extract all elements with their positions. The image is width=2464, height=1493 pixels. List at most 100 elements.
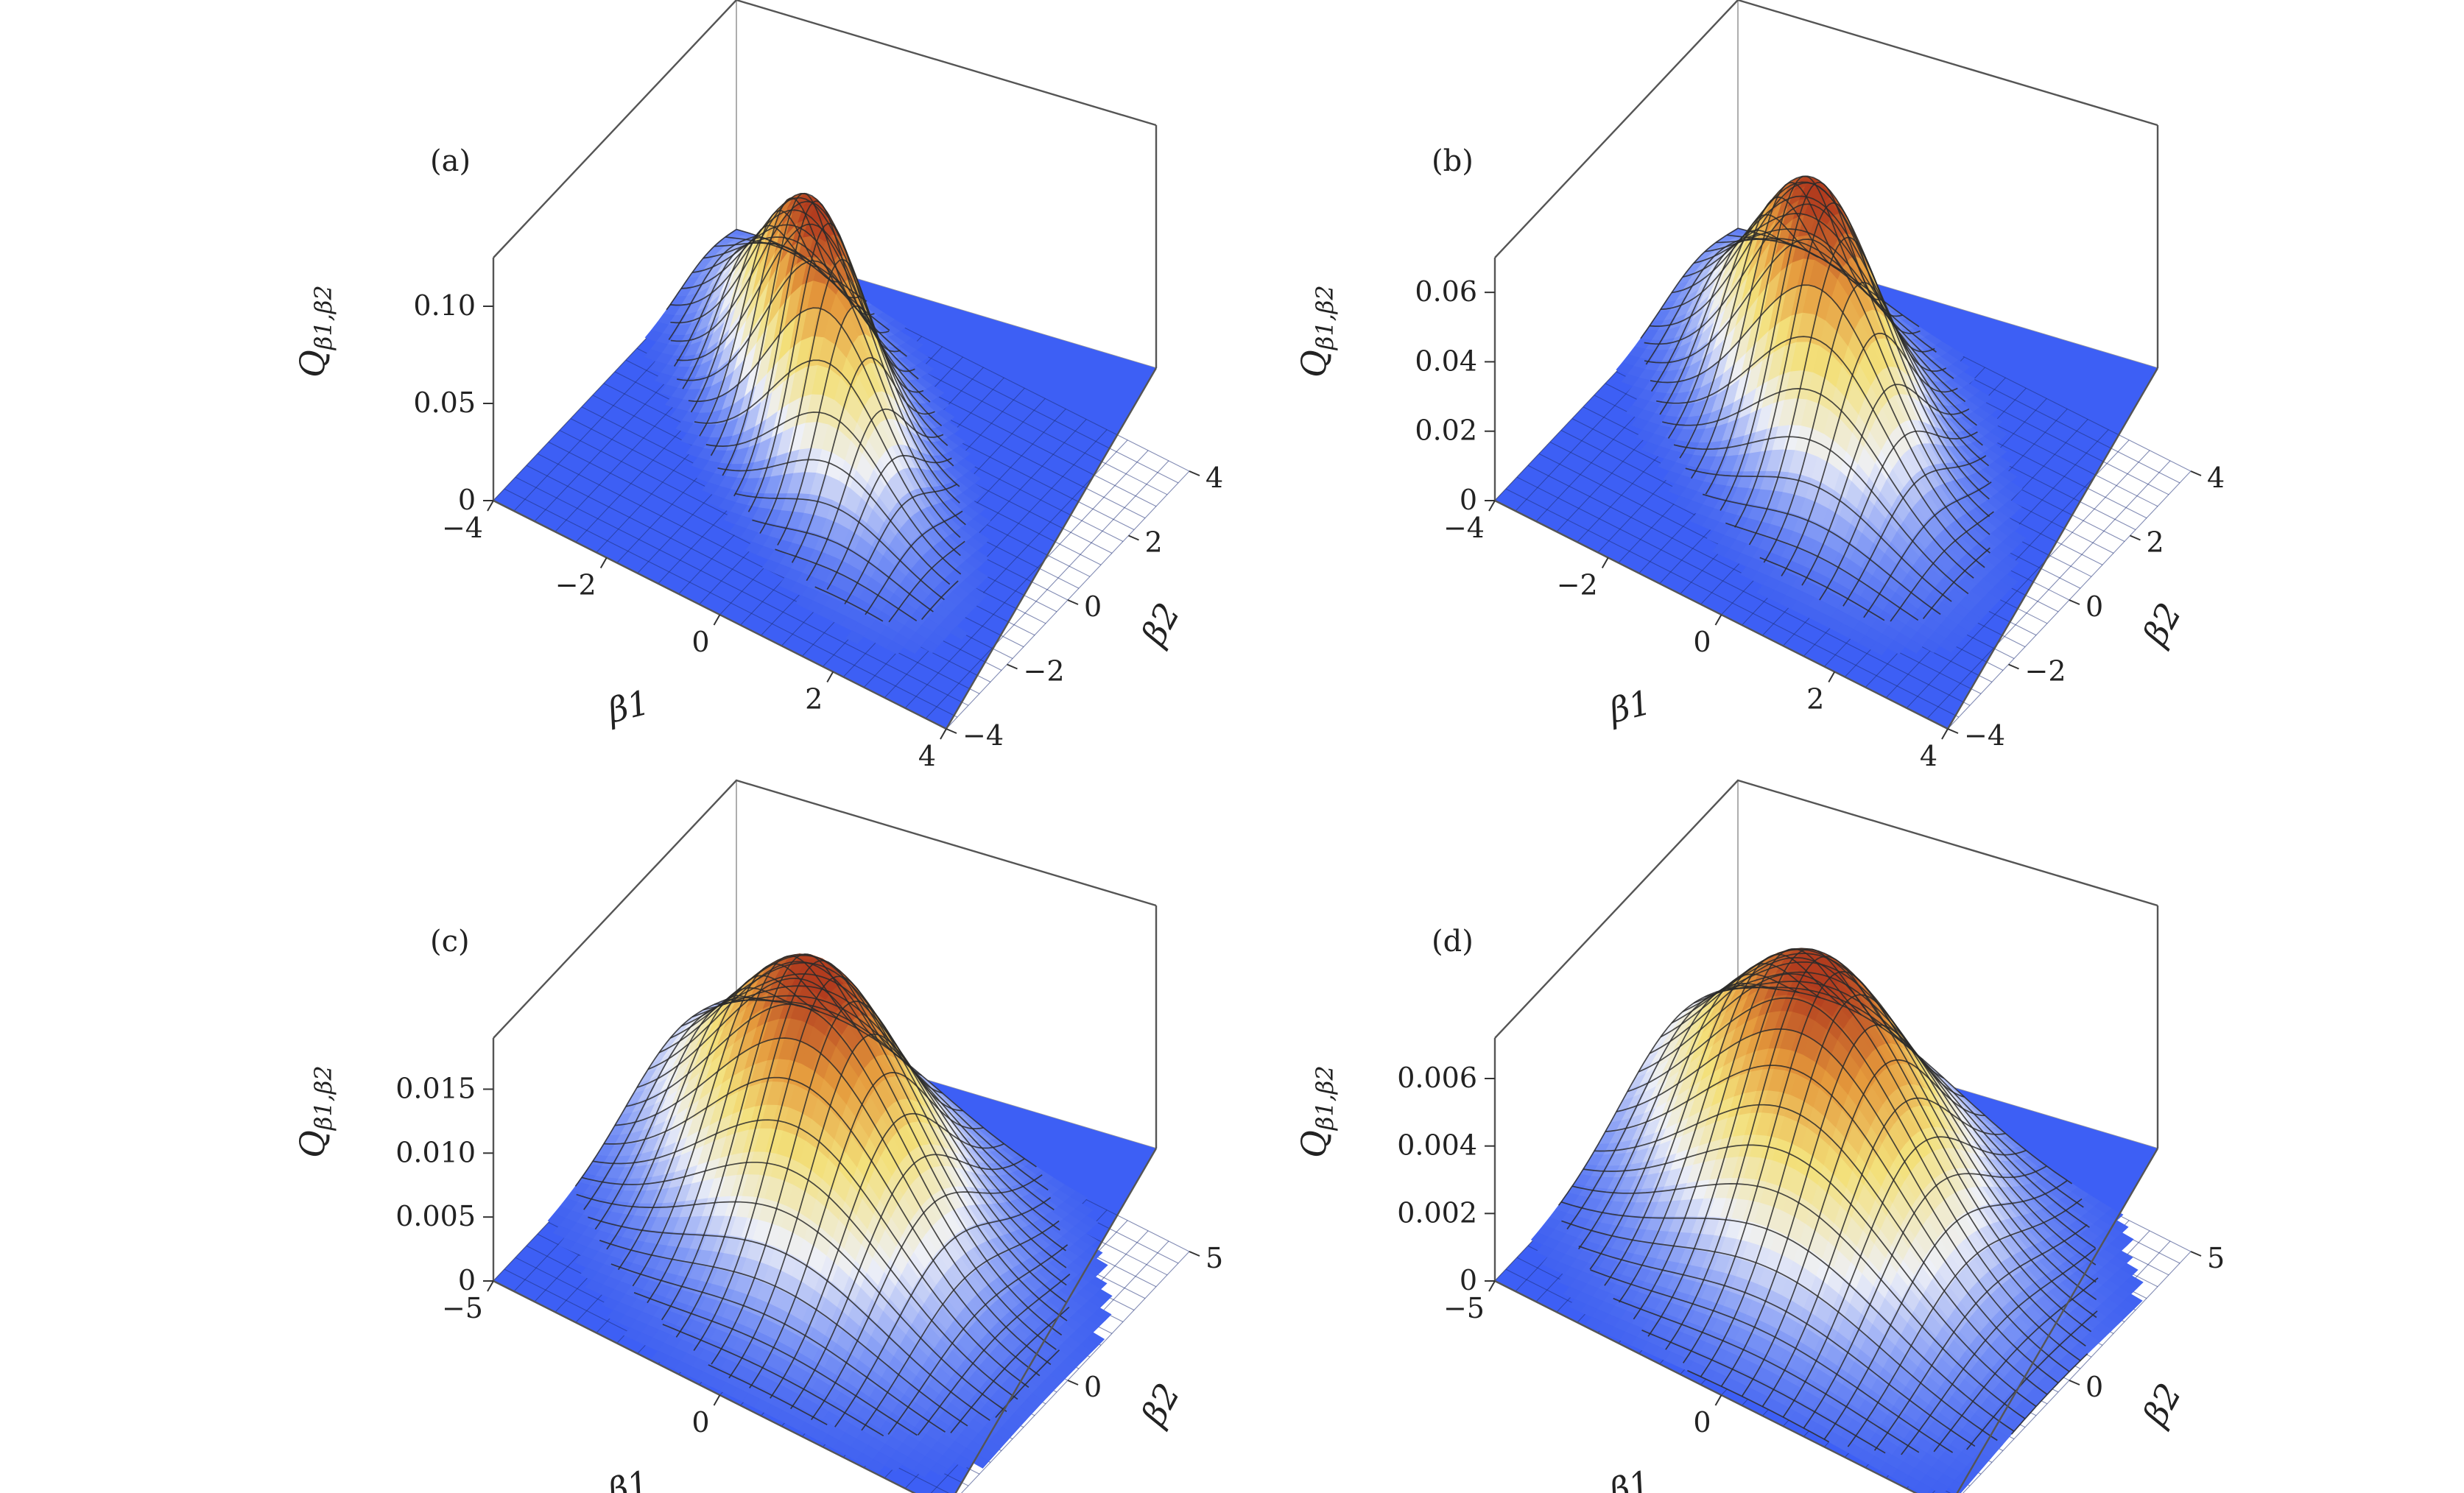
surface	[547, 953, 1113, 1478]
surface-mesh-line	[670, 200, 960, 487]
y-tick-mark	[1128, 534, 1139, 541]
box-top-edges	[493, 0, 1157, 258]
x-tick-label: 2	[1806, 683, 1824, 716]
x-tick-mark	[826, 671, 834, 682]
y-axis-label: β2	[1133, 1377, 1188, 1433]
y-tick-label: −4	[962, 719, 1004, 752]
x-tick-label: 2	[805, 683, 823, 716]
y-tick-label: −4	[1964, 719, 2005, 752]
surface-mesh-line	[676, 223, 960, 504]
panel-label: (b)	[1432, 144, 1474, 178]
y-tick-label: −2	[2025, 655, 2066, 688]
surface-mesh-line	[725, 236, 890, 331]
x-tick-label: −4	[1443, 512, 1485, 544]
y-tick-mark	[1067, 599, 1079, 605]
x-tick-label: 0	[1693, 626, 1711, 658]
surface-mesh-line	[669, 197, 948, 446]
floor-grid-line	[1906, 450, 2150, 709]
z-tick-label: 0.05	[413, 387, 476, 419]
z-tick-label: 0.10	[413, 289, 476, 322]
panel-label: (c)	[430, 925, 470, 959]
y-tick-label: −2	[1024, 655, 1065, 688]
surface-facet	[949, 626, 968, 640]
x-tick-mark	[487, 1280, 494, 1292]
surface-mesh-line	[752, 519, 934, 613]
x-axis-label: β1	[602, 682, 653, 731]
z-tick-label: 0.005	[395, 1200, 476, 1232]
surface-mesh-line	[666, 228, 737, 311]
x-tick-label: −2	[1557, 569, 1598, 601]
x-tick-mark	[1941, 728, 1949, 740]
x-axis-label: β1	[602, 1463, 653, 1493]
floor-grid-line	[884, 440, 1128, 699]
x-tick-mark	[487, 500, 494, 512]
surface-mesh-line	[865, 510, 963, 615]
y-tick-label: 0	[2085, 590, 2103, 623]
x-tick-label: −2	[555, 569, 596, 601]
y-tick-label: 4	[1205, 462, 1223, 494]
x-tick-mark	[940, 728, 947, 740]
surface-mesh-line	[688, 307, 961, 538]
panel-label: (a)	[430, 144, 471, 178]
z-tick-label: 0.06	[1415, 275, 1477, 308]
y-tick-mark	[1007, 663, 1018, 670]
y-tick-label: 2	[1145, 526, 1163, 559]
x-tick-mark	[1714, 614, 1722, 626]
floor-grid-line	[925, 460, 1169, 719]
y-tick-mark	[1189, 1251, 1200, 1257]
panel-a: 0 0.05 0.10 −4 −2 0 2 4 −4 −2 0 2 4 Qβ1,β2 β1 β2 (a)	[292, 0, 1223, 772]
x-tick-mark	[713, 614, 721, 626]
z-tick-label: 0.015	[395, 1072, 476, 1104]
x-tick-mark	[599, 557, 608, 568]
x-tick-mark	[1601, 557, 1609, 568]
x-tick-mark	[1488, 500, 1496, 512]
x-tick-label: 0	[691, 626, 709, 658]
y-tick-mark	[2190, 470, 2202, 476]
x-tick-label: 4	[918, 740, 936, 772]
z-axis-label: Qβ1,β2	[292, 1065, 337, 1158]
surface-mesh-line	[806, 408, 944, 582]
x-tick-label: 0	[691, 1406, 709, 1439]
surface-mesh-line	[888, 540, 965, 623]
surface-mesh-line	[814, 586, 884, 622]
x-tick-label: −4	[442, 512, 483, 544]
surface-mesh-line	[791, 357, 935, 563]
y-tick-mark	[1067, 1380, 1079, 1386]
surface-mesh-line	[670, 193, 954, 467]
x-tick-mark	[1828, 671, 1836, 682]
x-axis-label: β1	[1604, 682, 1655, 731]
surface	[1530, 947, 2144, 1493]
y-tick-mark	[1189, 470, 1200, 476]
z-axis-label: Qβ1,β2	[292, 285, 337, 378]
y-tick-mark	[946, 728, 957, 734]
z-axis-label: Qβ1,β2	[1294, 285, 1339, 378]
y-tick-label: 5	[1205, 1242, 1223, 1274]
y-tick-mark	[2008, 663, 2019, 670]
surface-mesh-line	[682, 237, 799, 389]
z-tick-label: 0.02	[1415, 414, 1477, 447]
z-tick-label: 0.010	[395, 1136, 476, 1168]
surface-mesh-line	[691, 224, 931, 403]
surface-facet	[920, 638, 939, 654]
surface-mesh-line	[844, 483, 958, 604]
surface-mesh-line	[677, 260, 966, 526]
y-tick-mark	[2069, 599, 2080, 605]
y-tick-label: 2	[2147, 526, 2164, 559]
x-tick-label: 4	[1920, 740, 1937, 772]
z-tick-label: 0	[458, 484, 476, 516]
surface-mesh-line	[736, 228, 867, 303]
surface-mesh-line	[775, 548, 918, 622]
floor-grid-line	[1926, 460, 2171, 719]
y-tick-mark	[1947, 728, 1959, 734]
surface-mesh-line	[680, 209, 943, 427]
y-axis-label: β2	[1133, 596, 1188, 652]
y-tick-label: 4	[2207, 462, 2225, 494]
y-tick-mark	[2130, 534, 2141, 541]
y-axis-label: β2	[2134, 596, 2189, 652]
y-tick-label: 0	[1084, 590, 1102, 623]
surface-mesh-line	[705, 412, 962, 575]
